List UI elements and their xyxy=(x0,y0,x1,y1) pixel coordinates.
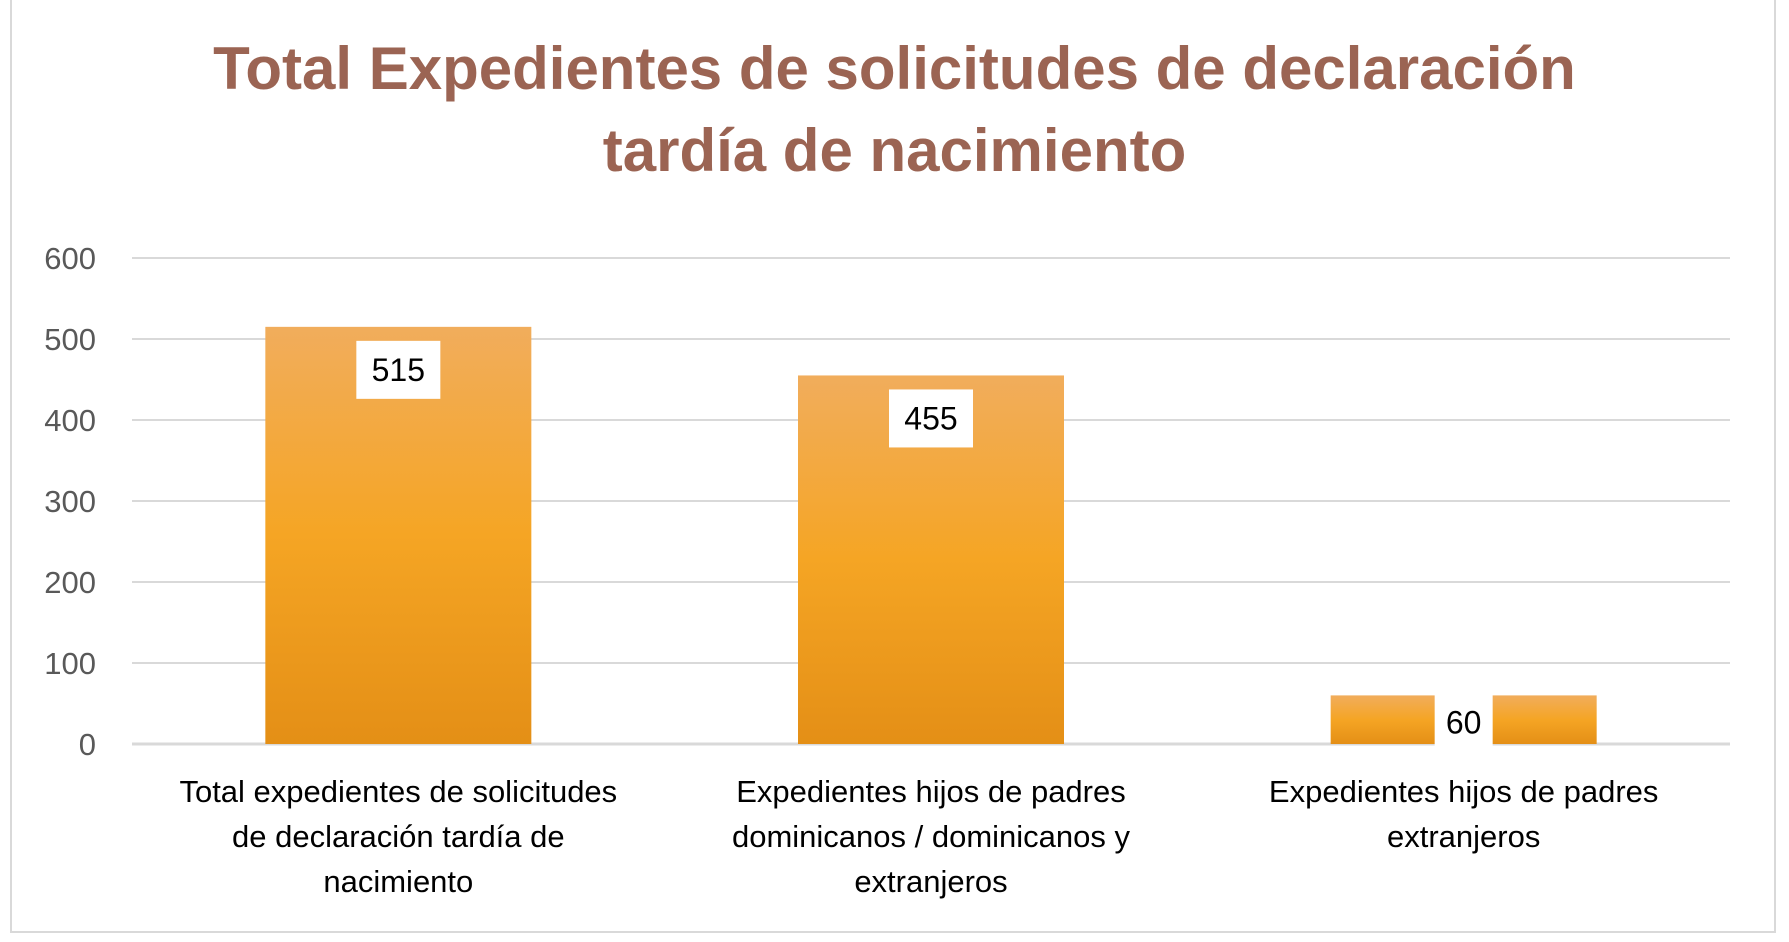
data-label: 515 xyxy=(372,352,425,388)
y-tick-label: 300 xyxy=(44,484,96,519)
y-tick-label: 400 xyxy=(44,403,96,438)
y-tick-label: 600 xyxy=(44,241,96,276)
y-tick-label: 0 xyxy=(79,727,96,762)
data-label: 455 xyxy=(904,400,957,436)
data-label-box xyxy=(1434,693,1493,752)
category-label: Expedientes hijos de padres xyxy=(1269,774,1658,809)
data-label-box xyxy=(889,389,973,448)
category-label: Expedientes hijos de padres xyxy=(736,774,1125,809)
data-labels: 515 455 60 xyxy=(356,340,1493,752)
x-axis-categories: Total expedientes de solicitudes de decla… xyxy=(179,774,1658,899)
data-label-box xyxy=(356,340,441,399)
y-tick-label: 100 xyxy=(44,646,96,681)
category-label: nacimiento xyxy=(323,864,473,899)
category-label: Total expedientes de solicitudes xyxy=(179,774,617,809)
chart-title: Total Expedientes de solicitudes de decl… xyxy=(0,28,1789,192)
y-tick-label: 200 xyxy=(44,565,96,600)
category-label: dominicanos / dominicanos y xyxy=(732,819,1131,854)
y-tick-label: 500 xyxy=(44,322,96,357)
data-label: 60 xyxy=(1446,704,1482,740)
category-label: de declaración tardía de xyxy=(232,819,565,854)
category-label: extranjeros xyxy=(1387,819,1540,854)
chart-title-line-1: Total Expedientes de solicitudes de decl… xyxy=(213,35,1576,102)
chart-title-line-2: tardía de nacimiento xyxy=(602,117,1187,184)
bars xyxy=(265,326,1597,744)
category-label: extranjeros xyxy=(854,864,1007,899)
y-axis-ticks: 0 100 200 300 400 500 600 xyxy=(44,241,96,762)
